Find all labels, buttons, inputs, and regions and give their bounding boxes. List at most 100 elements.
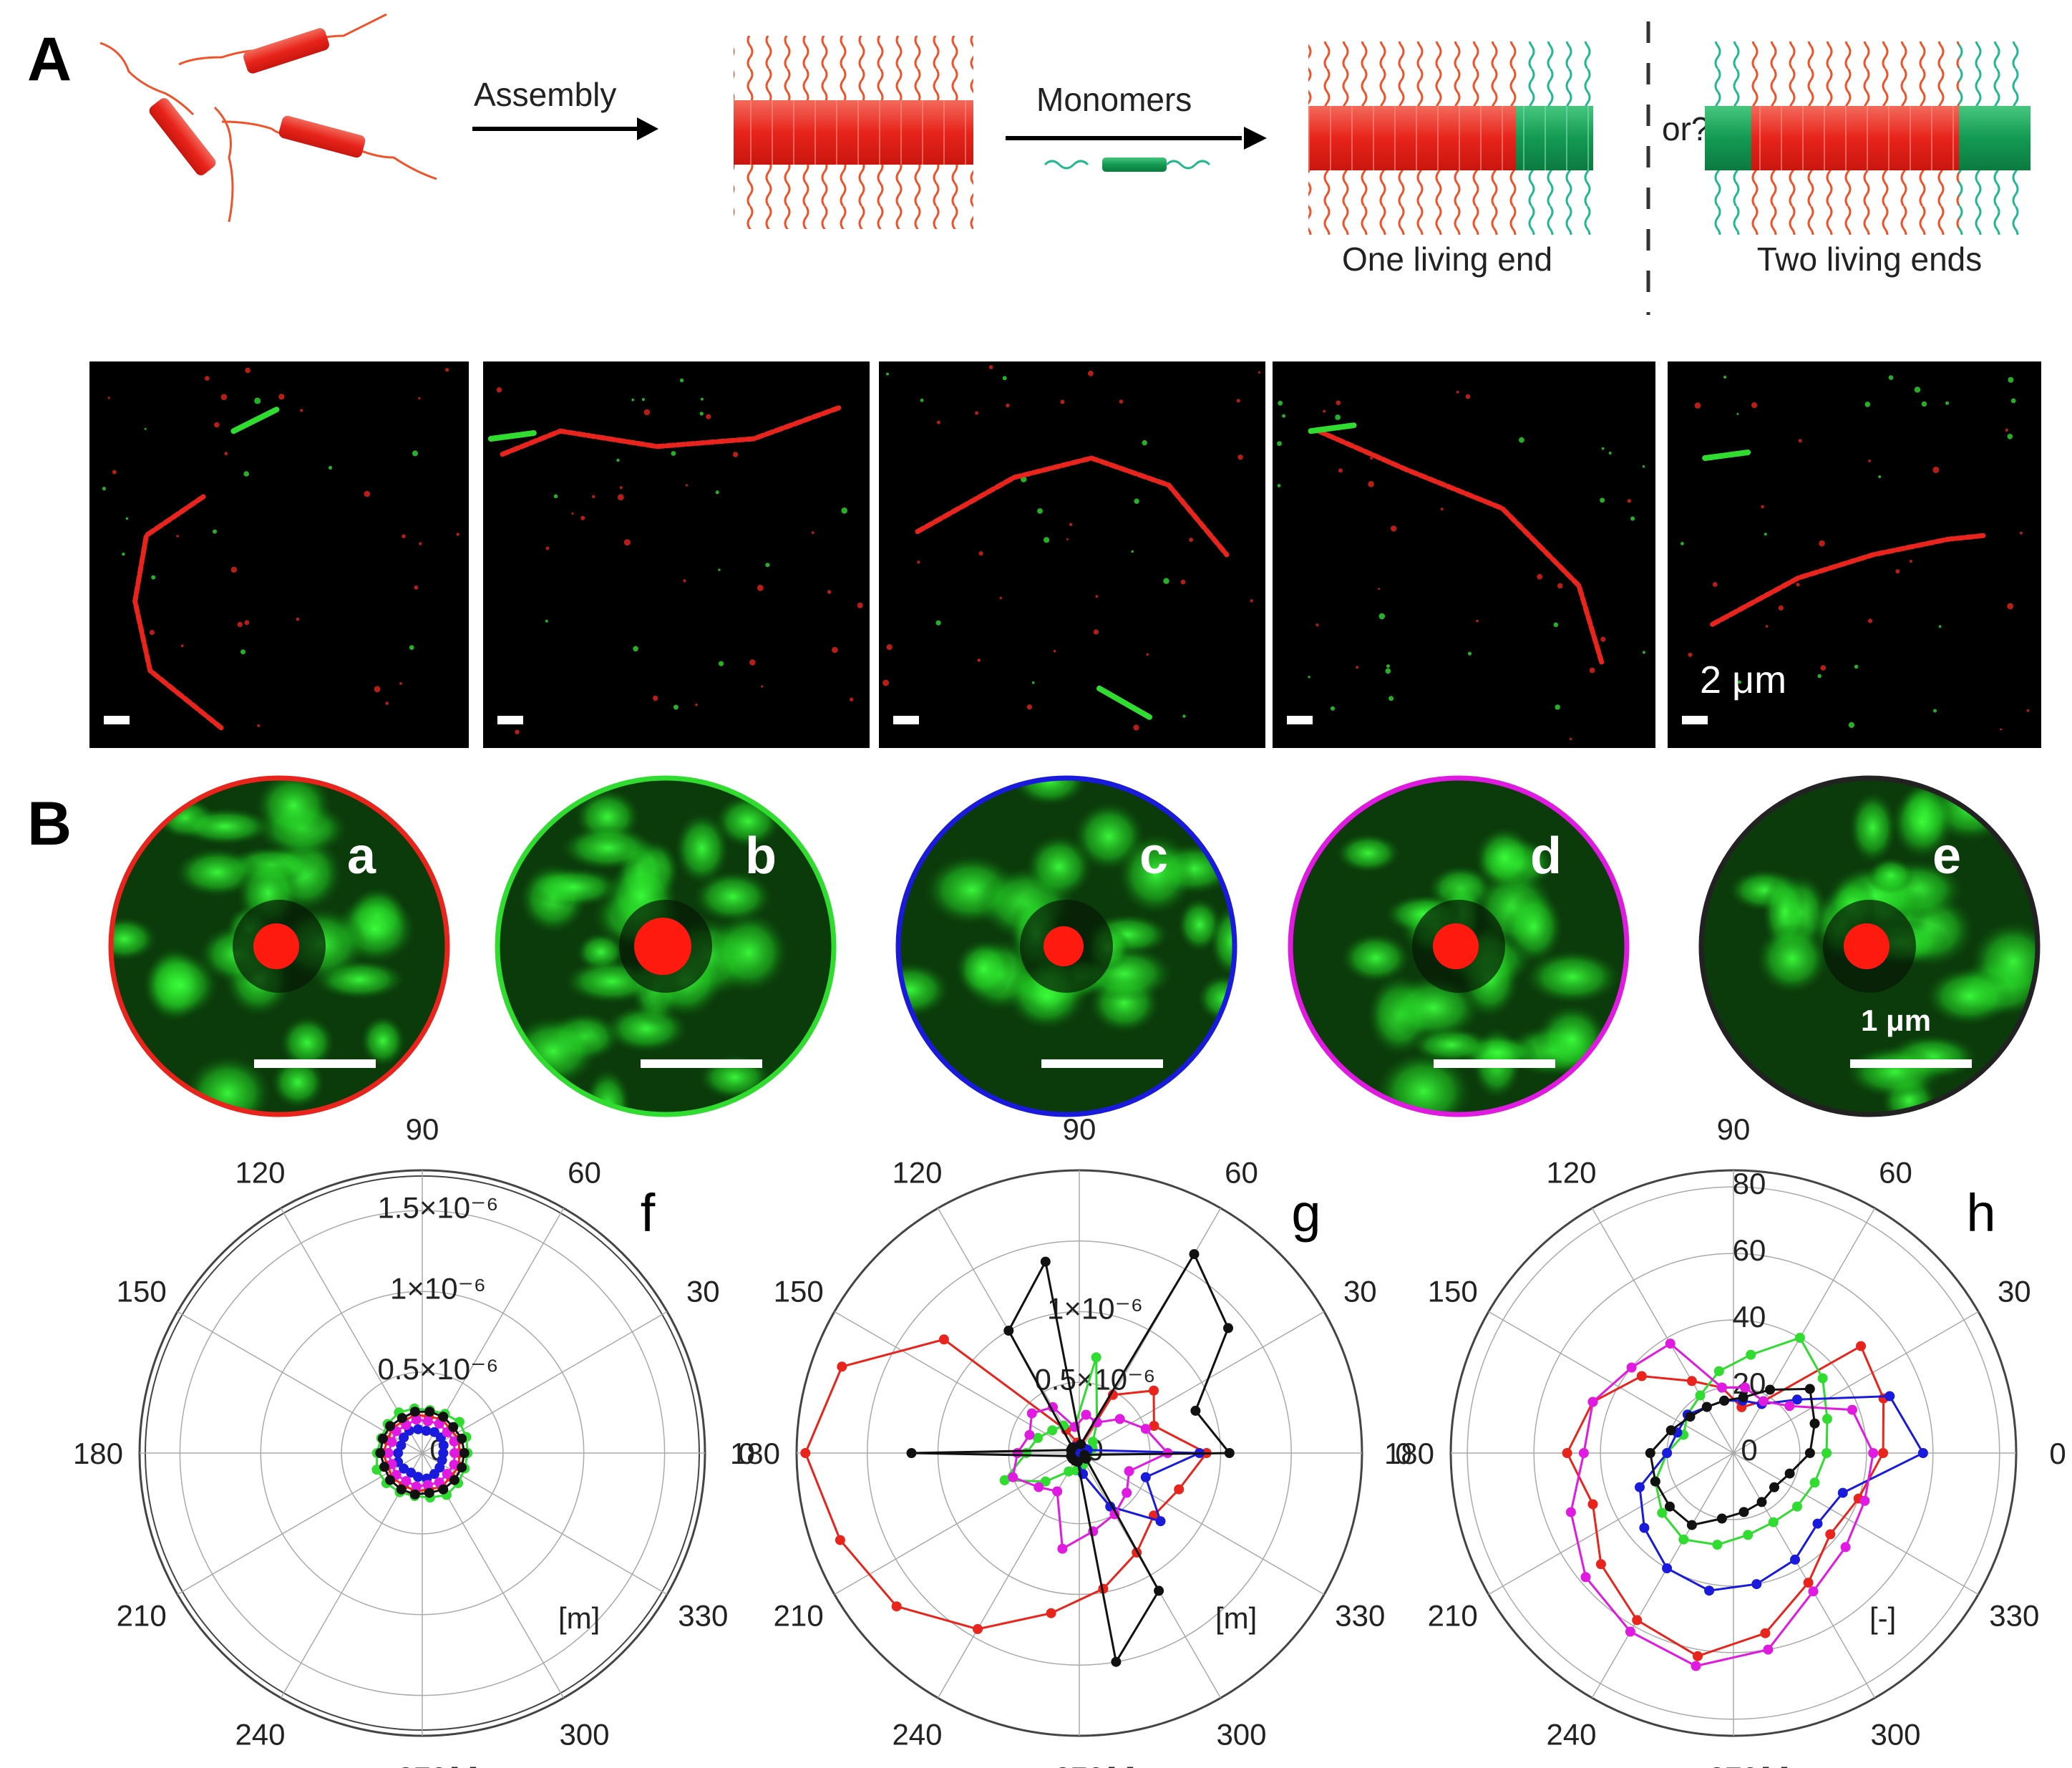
series-point: [449, 1459, 459, 1470]
series-point: [409, 1489, 420, 1500]
fluorescence-speck: [1258, 371, 1260, 374]
fluorescence-speck: [300, 409, 303, 412]
angle-tick-label: 210: [117, 1599, 167, 1633]
micrograph-background: [483, 361, 870, 748]
fluorescence-circle-e: e: [1698, 775, 2041, 1117]
series-point: [1792, 1501, 1802, 1512]
fluorescence-field: [898, 778, 1235, 1114]
fluorescence-speck: [1557, 583, 1563, 589]
fluorescence-speck: [685, 484, 689, 487]
series-point: [1578, 1448, 1589, 1458]
corona-red-top: [1308, 42, 1516, 106]
series-point: [438, 1484, 449, 1495]
micrograph: [879, 361, 1265, 748]
angle-tick-label: 330: [1335, 1599, 1385, 1633]
fluorescence-speck: [1250, 599, 1253, 603]
series-point: [383, 1448, 394, 1458]
fluorescence-speck: [1888, 375, 1894, 380]
series-point: [1662, 1448, 1673, 1458]
fluorescence-speck: [1385, 668, 1391, 674]
fluorescence-speck: [761, 685, 764, 688]
series-point: [800, 1448, 811, 1458]
series-point: [1076, 1439, 1086, 1449]
series-point: [938, 1334, 949, 1345]
fluorescence-speck: [1537, 573, 1543, 580]
red-core-spot: [1044, 926, 1084, 966]
series-point: [1884, 1391, 1895, 1402]
series-point: [1716, 1382, 1727, 1393]
polar-spoke: [177, 1311, 423, 1454]
fluorescence-speck: [1386, 664, 1390, 669]
fluorescence-field: [1290, 778, 1627, 1114]
series-point: [1632, 1615, 1643, 1626]
series-point: [1792, 1394, 1802, 1405]
green-blob: [1025, 834, 1093, 900]
fluorescence-speck: [445, 368, 449, 372]
series-point: [1917, 1448, 1928, 1458]
fluorescence-circle-b: b: [495, 775, 837, 1117]
polar-spoke: [1733, 1208, 1876, 1454]
fluorescence-speck: [1933, 709, 1937, 713]
series-point: [1763, 1644, 1774, 1655]
fluorescence-speck: [1336, 400, 1341, 405]
series-point: [1565, 1507, 1576, 1517]
fluorescence-speck: [1277, 441, 1282, 447]
green-blob: [1524, 950, 1621, 1004]
red-core-spot: [634, 918, 691, 975]
series-point: [1784, 1468, 1795, 1479]
micrograph: [89, 361, 469, 748]
scale-bar: [1682, 716, 1708, 724]
series-point: [1079, 1449, 1089, 1460]
fluorescence-speck: [978, 551, 983, 556]
series-point: [973, 1623, 983, 1634]
angle-tick-label: 300: [1870, 1717, 1920, 1751]
fluorescence-speck: [1131, 550, 1134, 553]
fluorescence-speck: [623, 539, 631, 546]
series-point: [1686, 1376, 1697, 1386]
fluorescence-speck: [832, 646, 838, 654]
green-monomer-chain: [1044, 160, 1089, 170]
fluorescence-speck: [936, 420, 940, 424]
green-blob: [1341, 932, 1411, 983]
series-point: [1072, 1457, 1083, 1467]
polar-spoke: [422, 1452, 668, 1595]
series-e: [1645, 1384, 1820, 1530]
fluorescence-speck: [1736, 412, 1739, 415]
fluorescence-speck: [244, 620, 250, 626]
series-point: [1033, 1482, 1044, 1492]
series-point: [1701, 1402, 1712, 1412]
angle-tick-label: 0: [2049, 1437, 2066, 1470]
fluorescence-field: [111, 778, 447, 1114]
fluorescence-speck: [1738, 680, 1742, 684]
fluorescence-speck: [1370, 457, 1373, 460]
angle-tick-label: 0: [1395, 1437, 1411, 1470]
series-point: [386, 1437, 397, 1447]
series-point: [1149, 1421, 1159, 1431]
series-point: [1809, 1418, 1820, 1429]
series-point: [424, 1487, 434, 1498]
panel-a: A Assembly Monomers: [27, 13, 2041, 748]
circle-ring: [895, 775, 1237, 1117]
polar-grid-ring: [1533, 1253, 1934, 1653]
fluorescence-speck: [1119, 399, 1124, 404]
fluorescence-speck: [683, 579, 686, 583]
series-point: [1678, 1534, 1689, 1545]
fluorescence-speck: [1642, 465, 1645, 468]
fluorescence-speck: [732, 452, 739, 457]
fluorescence-speck: [125, 517, 129, 520]
series-point: [1758, 1396, 1769, 1407]
polar-spoke: [1591, 1452, 1734, 1699]
radial-unit-label: [-]: [1869, 1601, 1896, 1635]
series-point: [1812, 1518, 1823, 1529]
red-core-spot: [1844, 923, 1889, 969]
green-blob: [560, 825, 656, 871]
series-point: [1625, 1626, 1635, 1637]
fluorescence-speck: [1069, 523, 1073, 526]
angle-unit-label: [°]: [1761, 1762, 1789, 1768]
fluorescence-speck: [1688, 652, 1693, 657]
micrograph-background: [1668, 361, 2041, 748]
fluorescence-speck: [515, 729, 520, 734]
series-point: [1190, 1405, 1201, 1416]
series-point: [449, 1448, 460, 1458]
red-fiber: [1315, 428, 1605, 666]
